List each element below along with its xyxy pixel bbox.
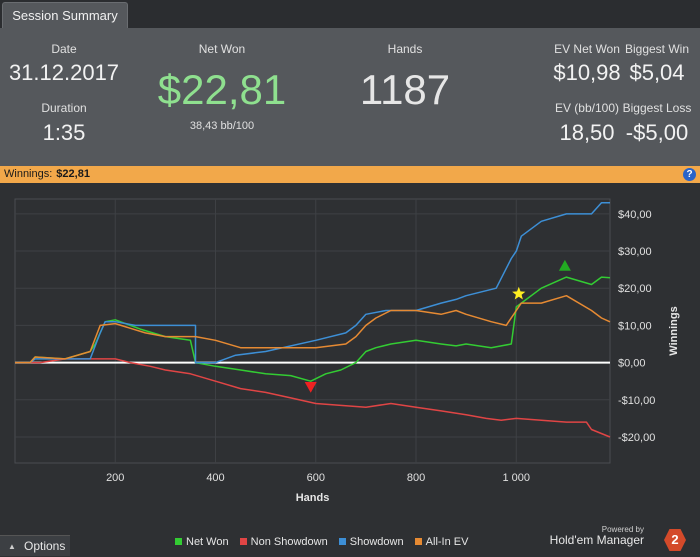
ev-net-won-label: EV Net Won	[554, 42, 620, 56]
x-tick-label: 800	[407, 472, 425, 484]
options-button[interactable]: ▲ Options	[0, 535, 70, 556]
brand-logo-icon: 2	[664, 529, 686, 551]
winnings-label: Winnings:	[4, 168, 53, 180]
biggest-win-value: $5,04	[629, 60, 685, 85]
hands-value: 1187	[359, 66, 451, 113]
biggest-loss-value: -$5,00	[625, 120, 689, 145]
legend-swatch	[175, 537, 182, 545]
duration-label: Duration	[41, 101, 87, 115]
y-tick-label: -$10,00	[618, 395, 655, 407]
y-tick-label: $10,00	[618, 320, 652, 332]
net-won-bb: 38,43 bb/100	[189, 120, 255, 132]
winnings-value: $22,81	[56, 168, 90, 180]
ev-bb-value: 18,50	[559, 120, 615, 145]
ev-net-won-value: $10,98	[553, 60, 621, 85]
caret-up-icon: ▲	[8, 542, 16, 551]
hands-label: Hands	[387, 42, 423, 56]
chart-markers	[304, 259, 571, 393]
legend-label: All-In EV	[425, 536, 469, 548]
winnings-chart-svg: 200 400 600 800 1 000 $40,00 $30,00 $20,00 $10,…	[14, 198, 680, 504]
legend-item-showdown[interactable]: Showdown	[338, 536, 404, 548]
legend-swatch	[239, 537, 247, 545]
series-line-showdown	[15, 201, 610, 364]
y-tick-label: $40,00	[618, 209, 652, 221]
brand-logo-area: Powered by Hold'em Manager 2	[536, 525, 686, 555]
tab-bar: Session Summary	[0, 0, 700, 28]
series-line-all-in-ev	[15, 294, 611, 364]
legend-label: Showdown	[349, 536, 404, 548]
y-tick-label: $20,00	[618, 283, 652, 295]
y-axis: $40,00 $30,00 $20,00 $10,00 $0,00 -$10,00 -$20…	[618, 209, 655, 444]
legend-label: Net Won	[186, 536, 229, 548]
winnings-text: Winnings: $22,81	[4, 166, 90, 183]
triangle-down-marker	[304, 382, 317, 393]
biggest-loss-label: Biggest Loss	[622, 101, 692, 115]
options-label: Options	[24, 539, 66, 553]
y-tick-label: $30,00	[618, 246, 652, 258]
date-value: 31.12.2017	[8, 60, 120, 85]
x-tick-label: 600	[307, 472, 325, 484]
legend-item-net-won[interactable]: Net Won	[175, 536, 229, 548]
winnings-bar: Winnings: $22,81 ?	[0, 166, 700, 183]
brand-name: Hold'em Manager	[549, 533, 644, 547]
footer: ▲ Options Net Won Non Showdown Showdown A…	[0, 525, 700, 556]
x-tick-label: 400	[206, 472, 224, 484]
net-won-value: $22,81	[157, 66, 287, 113]
duration-value: 1:35	[42, 120, 86, 145]
series-line-non-showdown	[15, 358, 611, 438]
y-axis-label: Winnings	[668, 306, 680, 355]
powered-by-text: Powered by	[601, 525, 644, 534]
chart-grid	[15, 199, 610, 463]
chart-legend: Net Won Non Showdown Showdown All-In EV	[175, 536, 476, 552]
net-won-label: Net Won	[198, 42, 246, 56]
tab-session-summary[interactable]: Session Summary	[2, 2, 128, 28]
legend-item-non-showdown[interactable]: Non Showdown	[239, 536, 328, 548]
winnings-chart: 200 400 600 800 1 000 $40,00 $30,00 $20,00 $10,…	[0, 183, 700, 531]
y-tick-label: -$20,00	[618, 432, 655, 444]
help-icon[interactable]: ?	[683, 168, 696, 181]
date-label: Date	[51, 42, 77, 56]
legend-item-all-in-ev[interactable]: All-In EV	[414, 536, 469, 548]
legend-label: Non Showdown	[250, 536, 328, 548]
x-tick-label: 1 000	[502, 472, 530, 484]
x-axis-label: Hands	[296, 492, 330, 504]
legend-swatch	[414, 537, 422, 545]
x-tick-label: 200	[106, 472, 124, 484]
x-axis: 200 400 600 800 1 000	[106, 472, 530, 484]
session-summary-panel: Date 31.12.2017 Duration 1:35 Net Won $2…	[0, 28, 700, 166]
star-marker	[512, 286, 526, 300]
legend-swatch	[338, 537, 346, 545]
triangle-up-marker	[558, 259, 571, 271]
biggest-win-label: Biggest Win	[624, 42, 690, 56]
ev-bb-label: EV (bb/100)	[554, 101, 620, 115]
chart-series	[15, 201, 611, 438]
y-tick-label: $0,00	[618, 358, 646, 370]
